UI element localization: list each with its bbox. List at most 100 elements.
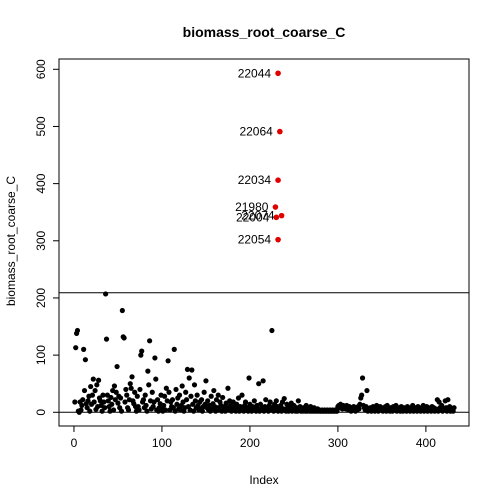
data-point <box>78 407 84 413</box>
axes: 0 100 200 300 400 0 100 200 300 400 500 600 <box>34 59 469 450</box>
data-point <box>113 389 119 395</box>
data-point <box>72 399 78 405</box>
data-point <box>137 386 143 393</box>
data-point <box>273 398 279 404</box>
data-point <box>267 399 273 405</box>
data-point <box>152 355 158 361</box>
data-point <box>153 376 159 382</box>
data-point <box>118 408 125 414</box>
data-point <box>205 398 211 404</box>
data-point <box>80 397 86 403</box>
data-point <box>192 398 198 404</box>
plot-frame <box>58 58 470 427</box>
x-tick-label-1: 100 <box>152 436 172 450</box>
data-point <box>225 385 231 391</box>
data-point <box>242 399 249 405</box>
chart-title: biomass_root_coarse_C <box>183 24 346 40</box>
data-point <box>295 398 301 404</box>
data-point <box>87 408 93 414</box>
data-point <box>220 394 226 401</box>
data-point <box>74 327 81 334</box>
data-point <box>111 383 118 389</box>
data-point <box>110 407 117 413</box>
data-point <box>176 392 183 398</box>
data-point <box>94 382 100 388</box>
data-point <box>127 381 133 387</box>
outlier-label-21980: 21980 <box>235 200 269 214</box>
data-point <box>165 358 171 364</box>
data-point <box>184 366 191 373</box>
data-point <box>260 378 266 384</box>
outlier-point-22064 <box>277 128 283 135</box>
data-point <box>173 386 179 393</box>
data-point <box>108 394 114 401</box>
data-point <box>166 389 172 395</box>
data-point <box>194 392 200 398</box>
data-point <box>92 387 98 394</box>
data-point <box>163 385 169 391</box>
data-point <box>125 407 132 413</box>
data-point <box>451 405 457 411</box>
data-point <box>171 346 177 352</box>
outlier-point-22054 <box>275 236 281 243</box>
data-point <box>139 348 145 354</box>
data-point <box>136 407 142 413</box>
outlier-point-22004 <box>273 214 280 221</box>
x-tick-label-2: 200 <box>240 436 260 450</box>
data-point <box>199 408 206 414</box>
data-point <box>186 375 192 381</box>
data-point <box>138 352 144 358</box>
data-point <box>183 389 189 395</box>
data-point <box>161 393 168 399</box>
data-point <box>201 389 207 395</box>
data-point <box>146 382 152 388</box>
outlier-point-22074 <box>278 212 285 219</box>
data-point <box>149 389 155 395</box>
data-point <box>115 400 121 406</box>
data-point <box>203 378 209 384</box>
data-point <box>82 357 88 363</box>
data-point <box>269 327 275 334</box>
x-tick-label-3: 300 <box>328 436 348 450</box>
y-tick-label-5: 500 <box>34 116 48 136</box>
outlier-label-22054: 22054 <box>238 233 272 247</box>
data-point <box>183 397 190 403</box>
data-point <box>114 363 120 370</box>
data-point <box>211 387 217 394</box>
data-point <box>364 387 370 394</box>
x-tick-label-0: 0 <box>71 436 78 450</box>
y-axis-label: biomass_root_coarse_C <box>4 176 18 306</box>
data-point <box>79 402 85 409</box>
data-point <box>124 392 130 398</box>
data-point <box>134 393 140 399</box>
data-point <box>117 395 124 401</box>
outlier-point-22044 <box>275 70 281 77</box>
y-tick-label-1: 100 <box>34 345 48 365</box>
data-point <box>81 346 87 352</box>
data-point <box>246 375 252 381</box>
x-tick-label-4: 400 <box>416 436 436 450</box>
data-point <box>154 397 161 403</box>
data-point <box>128 385 134 391</box>
data-point <box>144 408 150 414</box>
data-point <box>356 406 362 412</box>
data-point <box>174 401 180 407</box>
outlier-label-22064: 22064 <box>239 125 273 139</box>
data-point <box>103 336 110 342</box>
outlier-point-21980 <box>272 204 279 210</box>
data-point <box>102 405 108 411</box>
data-point <box>142 392 148 398</box>
data-point <box>198 397 205 403</box>
data-point <box>147 338 153 344</box>
y-tick-label-6: 600 <box>34 59 48 79</box>
data-point <box>161 402 167 409</box>
data-point <box>445 397 451 403</box>
data-point <box>251 398 257 404</box>
data-point <box>239 392 245 398</box>
data-point <box>281 395 287 402</box>
data-points <box>72 70 457 415</box>
outlier-label-22044: 22044 <box>238 66 272 80</box>
data-point <box>73 345 79 351</box>
